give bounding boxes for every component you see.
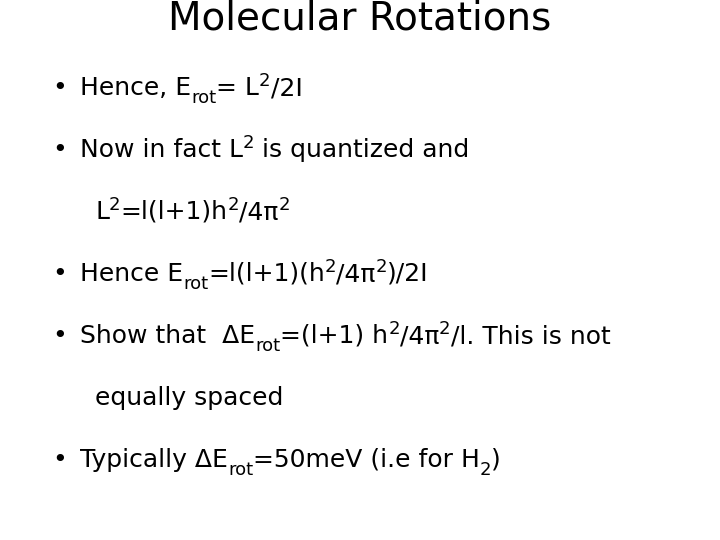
Text: /4π: /4π — [239, 200, 279, 224]
Text: 2: 2 — [109, 196, 120, 214]
Text: /4π: /4π — [336, 262, 376, 286]
Text: 2: 2 — [228, 196, 239, 214]
Text: Molecular Rotations: Molecular Rotations — [168, 0, 552, 38]
Text: is quantized and: is quantized and — [254, 138, 469, 162]
Text: /l. This is not: /l. This is not — [451, 324, 611, 348]
Text: •: • — [52, 138, 67, 162]
Text: •: • — [52, 448, 67, 472]
Text: =50meV (i.e for H: =50meV (i.e for H — [253, 448, 480, 472]
Text: 2: 2 — [259, 72, 271, 90]
Text: = L: = L — [216, 76, 259, 100]
Text: L: L — [95, 200, 109, 224]
Text: •: • — [52, 76, 67, 100]
Text: /4π: /4π — [400, 324, 439, 348]
Text: rot: rot — [255, 336, 280, 355]
Text: Typically ΔE: Typically ΔE — [80, 448, 228, 472]
Text: )/2I: )/2I — [387, 262, 429, 286]
Text: =l(l+1)h: =l(l+1)h — [120, 200, 228, 224]
Text: equally spaced: equally spaced — [95, 386, 284, 410]
Text: Show that  ΔE: Show that ΔE — [80, 324, 255, 348]
Text: rot: rot — [183, 275, 208, 293]
Text: Hence, E: Hence, E — [80, 76, 191, 100]
Text: 2: 2 — [325, 258, 336, 276]
Text: =l(l+1)(h: =l(l+1)(h — [208, 262, 325, 286]
Text: Now in fact L: Now in fact L — [80, 138, 243, 162]
Text: rot: rot — [191, 89, 216, 106]
Text: •: • — [52, 262, 67, 286]
Text: 2: 2 — [388, 320, 400, 338]
Text: 2: 2 — [376, 258, 387, 276]
Text: ): ) — [491, 448, 501, 472]
Text: 2: 2 — [243, 134, 254, 152]
Text: 2: 2 — [279, 196, 290, 214]
Text: 2: 2 — [439, 320, 451, 338]
Text: /2I: /2I — [271, 76, 302, 100]
Text: Hence E: Hence E — [80, 262, 183, 286]
Text: •: • — [52, 324, 67, 348]
Text: =(l+1) h: =(l+1) h — [280, 324, 388, 348]
Text: rot: rot — [228, 461, 253, 478]
Text: 2: 2 — [480, 461, 491, 478]
